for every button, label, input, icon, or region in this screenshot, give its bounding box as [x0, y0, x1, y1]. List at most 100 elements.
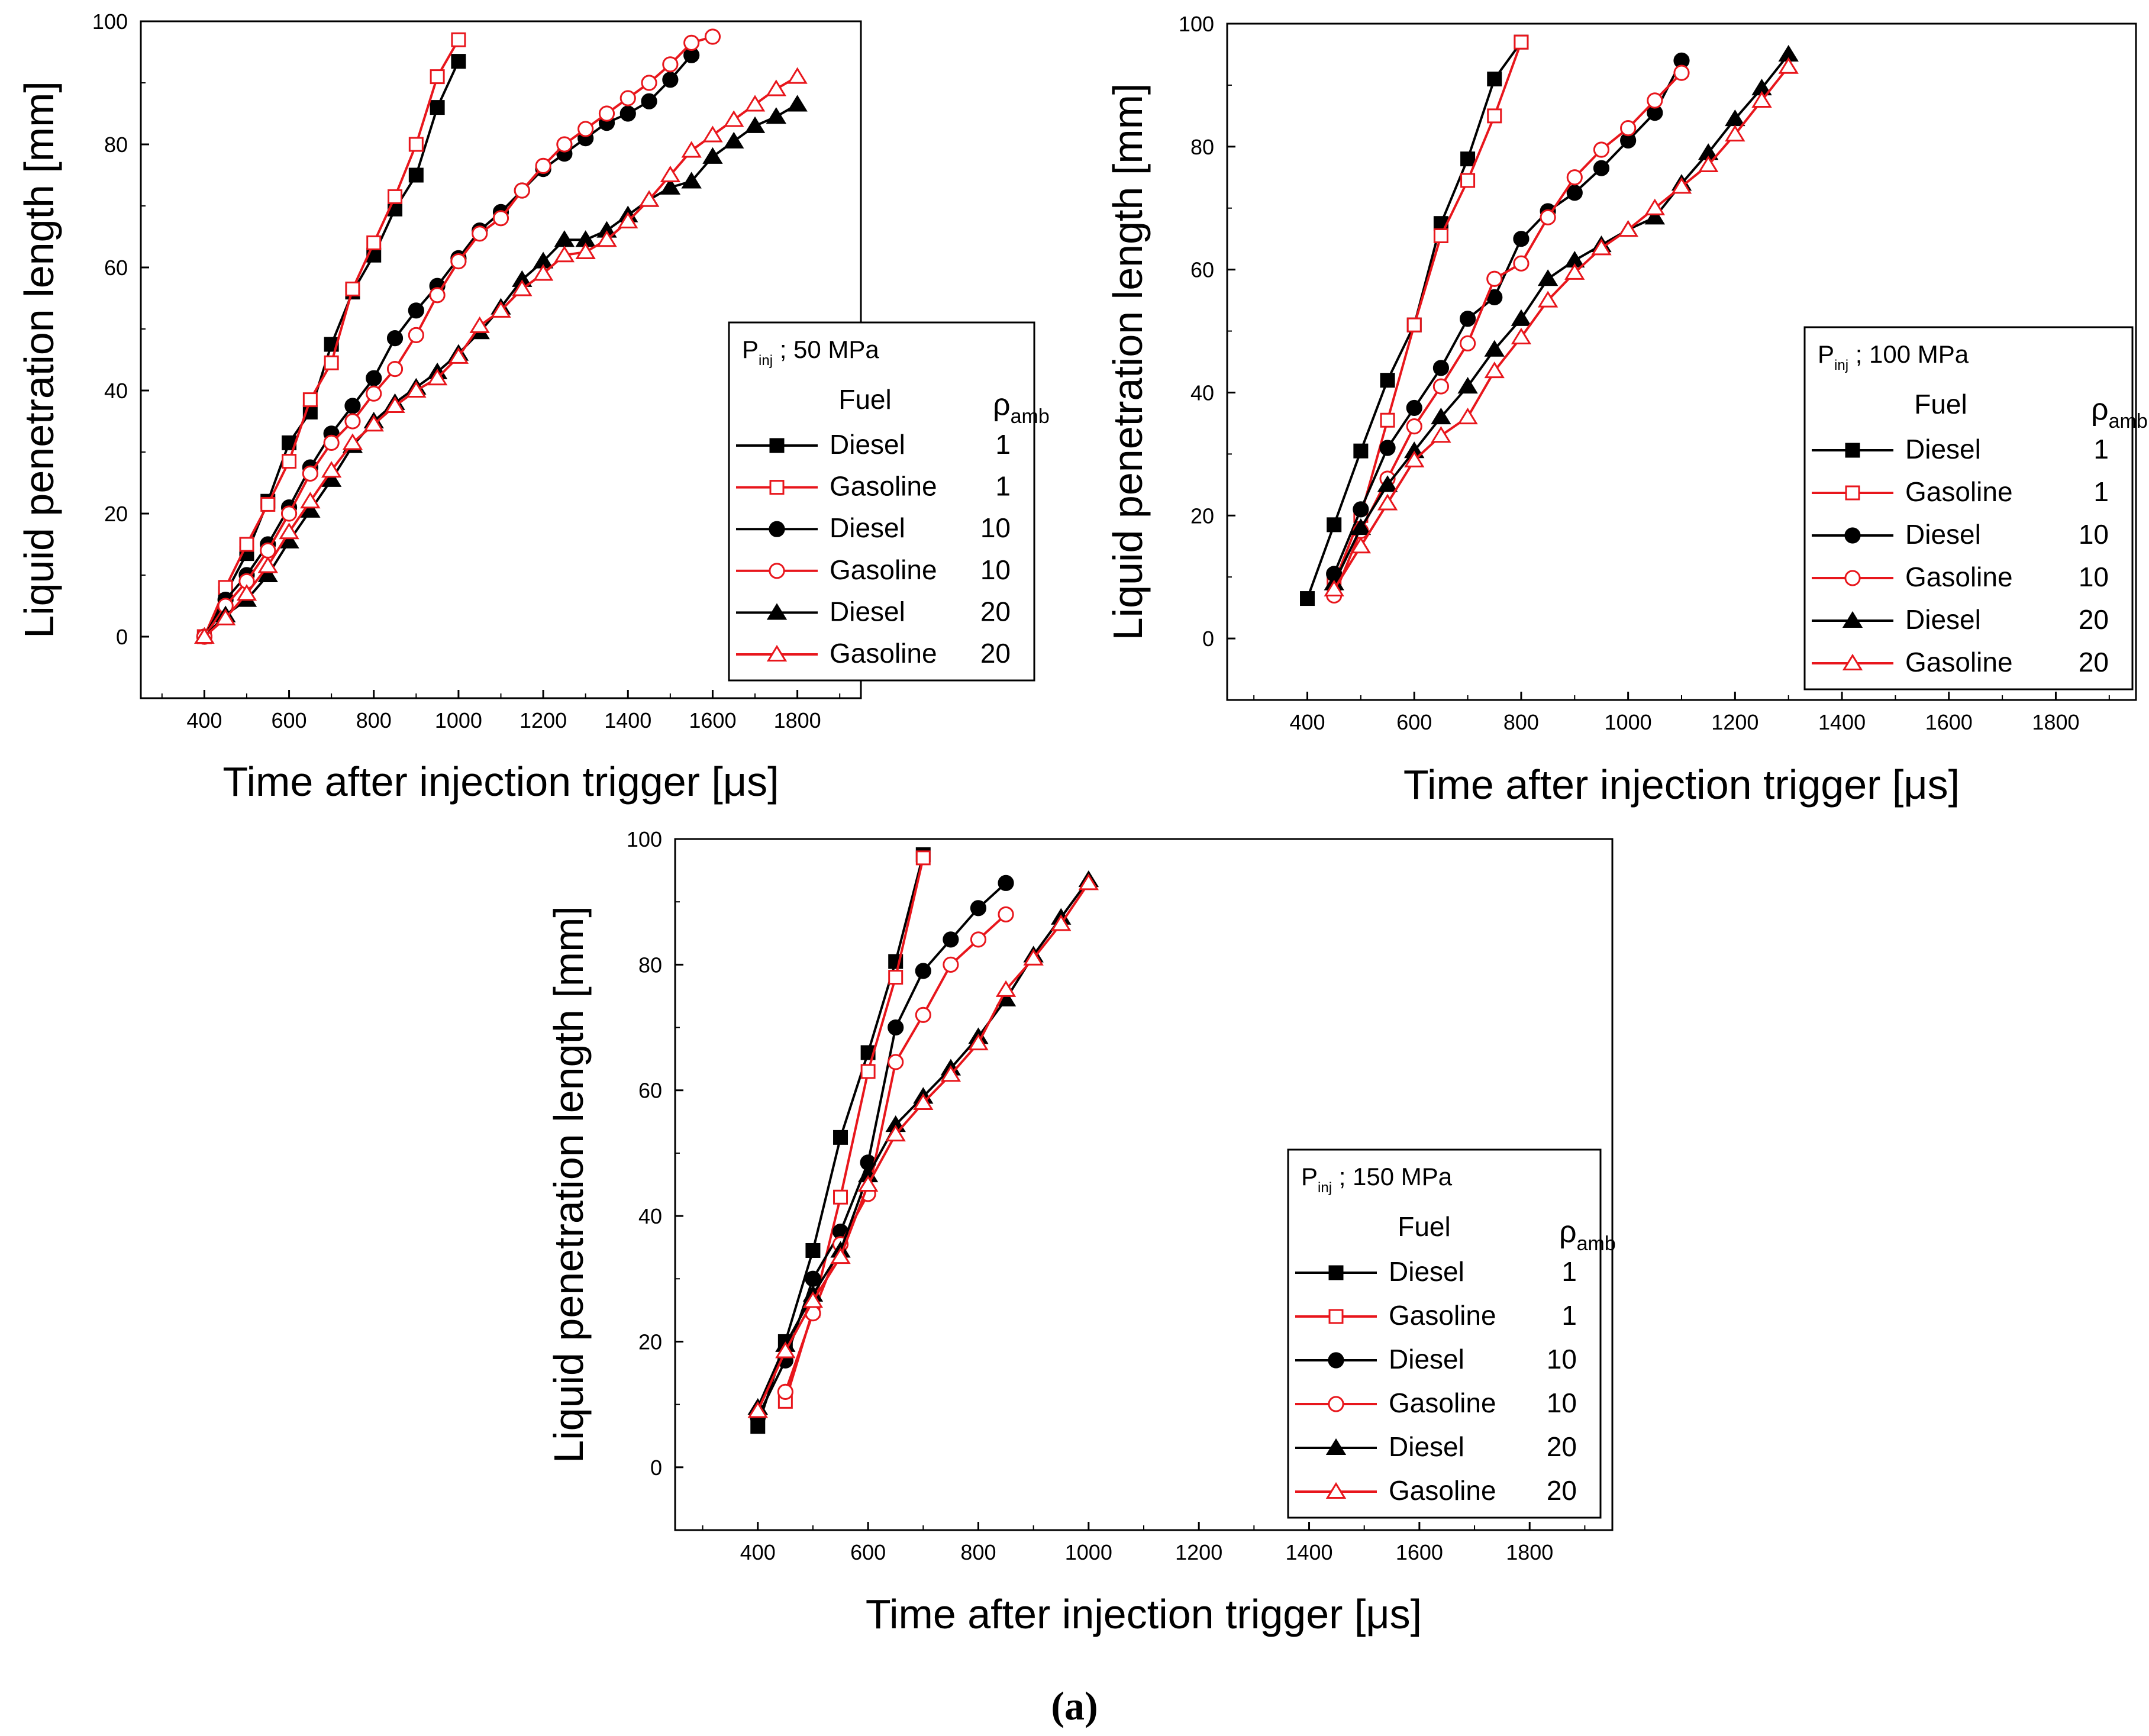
- legend-marker: [1845, 485, 1860, 501]
- data-point: [1644, 208, 1666, 225]
- data-point: [802, 1291, 824, 1308]
- data-point: [724, 110, 744, 127]
- data-point: [215, 608, 236, 625]
- x-tick-label: 1600: [1396, 1540, 1443, 1564]
- data-point: [321, 470, 342, 487]
- series-line: [1332, 53, 1790, 584]
- data-point: [1460, 151, 1476, 167]
- legend-title-p: P: [1301, 1163, 1318, 1190]
- data-point: [747, 1401, 768, 1418]
- data-point: [619, 105, 636, 122]
- data-point: [386, 330, 404, 347]
- data-point: [1459, 335, 1476, 351]
- legend-rho-value: 20: [980, 638, 1011, 669]
- data-point: [366, 235, 382, 250]
- legend-fuel-name: Gasoline: [1389, 1475, 1496, 1506]
- data-point: [323, 434, 340, 451]
- data-point: [366, 370, 382, 386]
- data-point: [1353, 443, 1369, 459]
- data-point: [1511, 327, 1532, 344]
- legend-rho-value: 1: [1561, 1300, 1577, 1331]
- legend-marker: [1328, 1265, 1344, 1280]
- legend-rho-value: 10: [980, 554, 1011, 585]
- legend-entry: Gasoline 1: [736, 471, 1011, 502]
- y-tick-label: 0: [650, 1456, 662, 1480]
- legend-header-rho: ρamb: [2091, 392, 2148, 433]
- legend-rho-value: 20: [2079, 604, 2109, 635]
- data-point: [968, 1034, 989, 1051]
- legend-rho-value: 1: [995, 429, 1011, 460]
- legend-marker: [766, 603, 788, 620]
- data-point: [344, 413, 361, 430]
- series-gasoline-rho-20: [194, 67, 808, 644]
- data-point: [1377, 493, 1398, 511]
- data-point: [1327, 517, 1342, 533]
- data-point: [1431, 426, 1451, 443]
- data-point: [1300, 591, 1315, 606]
- data-point: [805, 1243, 821, 1258]
- legend-fuel-name: Gasoline: [1389, 1387, 1496, 1418]
- data-point: [300, 492, 321, 509]
- data-point: [915, 850, 931, 866]
- data-point: [683, 34, 700, 51]
- legend-entry: Gasoline 20: [1812, 647, 2109, 677]
- data-point: [194, 627, 215, 644]
- data-point: [257, 565, 278, 583]
- y-tick-label: 20: [1190, 504, 1214, 528]
- data-point: [766, 79, 787, 96]
- legend-entry: Gasoline 1: [1295, 1300, 1577, 1331]
- x-tick-label: 1400: [1285, 1540, 1332, 1564]
- data-point: [1725, 124, 1745, 142]
- data-point: [995, 980, 1017, 997]
- data-point: [885, 1124, 906, 1142]
- legend-box: [728, 321, 1035, 682]
- data-point: [1593, 141, 1610, 158]
- legend-marker: [1845, 443, 1860, 458]
- legend-fuel-name: Diesel: [1389, 1344, 1464, 1374]
- legend-rho-value: 1: [2093, 434, 2109, 464]
- x-tick-label: 800: [1503, 710, 1539, 734]
- data-point: [598, 105, 615, 122]
- legend-rho-value: 1: [2093, 476, 2109, 507]
- legend-header-rho-main: ρ: [2091, 392, 2109, 427]
- data-point: [1457, 376, 1478, 394]
- data-point: [888, 1019, 904, 1036]
- data-point: [556, 136, 573, 153]
- data-point: [430, 100, 445, 115]
- data-point: [1432, 360, 1450, 376]
- series-gasoline-rho-1: [196, 32, 466, 644]
- y-tick-label: 0: [1202, 627, 1214, 651]
- data-point: [1353, 501, 1369, 518]
- data-point: [1647, 92, 1663, 109]
- data-point: [236, 584, 257, 601]
- data-point: [472, 225, 488, 242]
- data-point: [702, 125, 723, 143]
- data-point: [1620, 120, 1637, 137]
- data-point: [805, 1270, 821, 1287]
- legend-box: [1287, 1148, 1602, 1519]
- data-point: [1460, 173, 1476, 188]
- data-point: [1778, 57, 1799, 74]
- data-point: [1513, 231, 1530, 247]
- y-tick-label: 80: [104, 133, 128, 157]
- series-line: [1333, 66, 1790, 591]
- data-point: [279, 522, 299, 540]
- data-point: [577, 121, 594, 137]
- data-point: [833, 1130, 848, 1145]
- legend-marker: [769, 521, 785, 537]
- data-point: [554, 246, 575, 263]
- data-point: [451, 32, 466, 47]
- y-tick-label: 60: [638, 1079, 662, 1103]
- data-point: [970, 931, 987, 948]
- data-point: [345, 281, 360, 296]
- data-point: [575, 242, 596, 260]
- legend-header-rho-main: ρ: [993, 388, 1011, 422]
- data-point: [618, 211, 638, 229]
- legend-header-rho: ρamb: [993, 388, 1050, 428]
- data-point: [915, 963, 931, 979]
- data-point: [408, 327, 424, 344]
